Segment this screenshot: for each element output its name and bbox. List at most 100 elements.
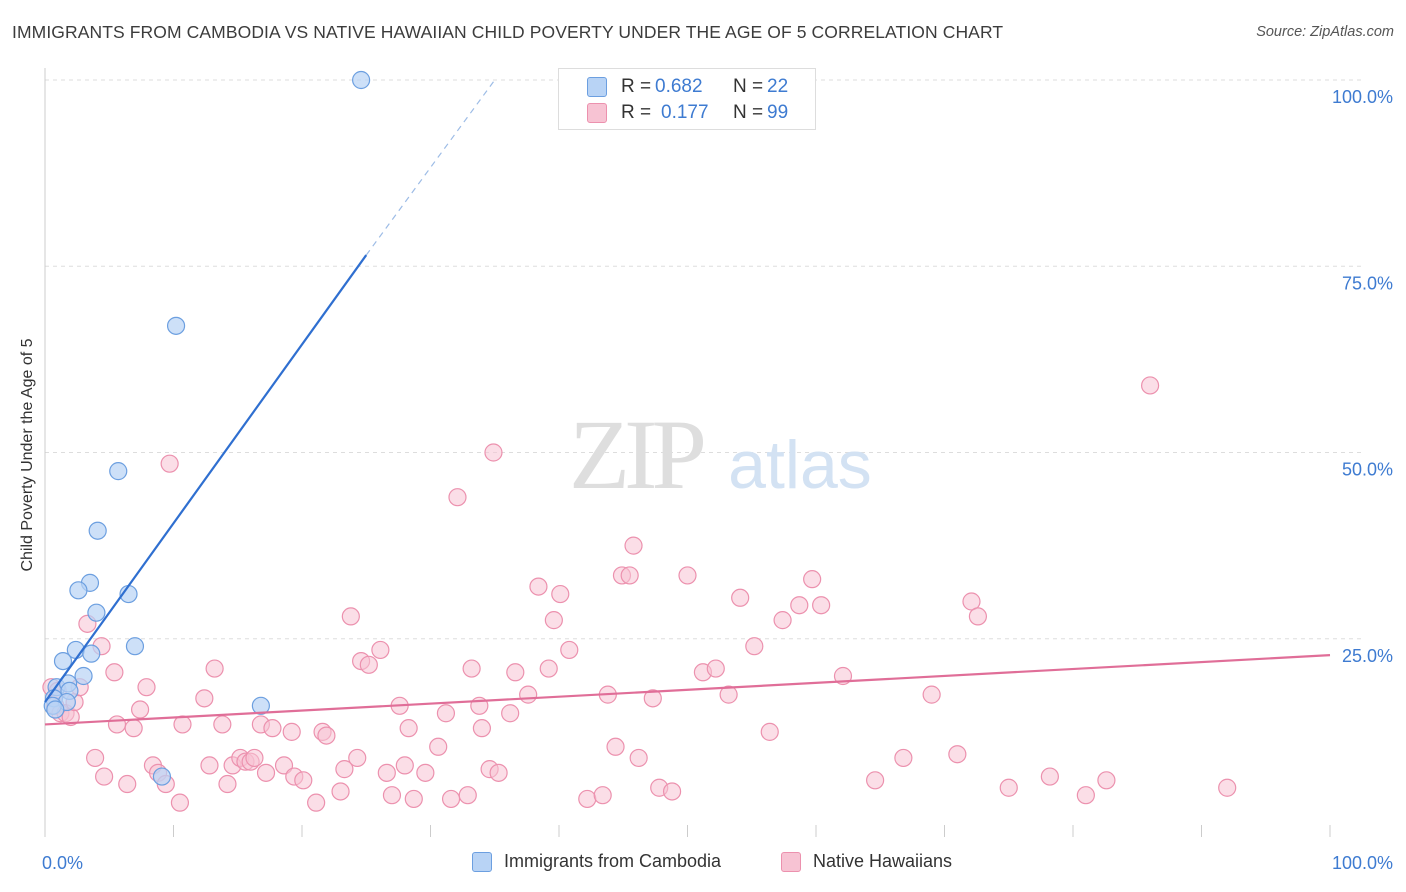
- data-point-native-hawaiians: [118, 774, 137, 794]
- data-point-native-hawaiians: [263, 719, 282, 738]
- stats-n-value: 99: [767, 102, 789, 123]
- data-point-native-hawaiians: [462, 659, 481, 678]
- data-point-native-hawaiians: [894, 748, 913, 768]
- data-point-native-hawaiians: [377, 763, 396, 782]
- data-point-native-hawaiians: [448, 488, 467, 507]
- data-point-native-hawaiians: [662, 782, 682, 801]
- data-point-native-hawaiians: [706, 659, 725, 678]
- data-point-native-hawaiians: [282, 722, 301, 741]
- data-point-native-hawaiians: [95, 767, 114, 786]
- trend-line-cambodia: [44, 254, 368, 703]
- data-point-native-hawaiians: [382, 786, 402, 805]
- stats-n-label: N =: [733, 102, 764, 123]
- data-point-native-hawaiians: [331, 782, 350, 801]
- data-point-native-hawaiians: [719, 685, 738, 704]
- data-point-native-hawaiians: [1097, 771, 1116, 790]
- data-point-native-hawaiians: [529, 577, 548, 596]
- data-point-cambodia: [87, 603, 106, 622]
- data-point-native-hawaiians: [489, 763, 508, 782]
- stats-box: R = 0.682 N = 22 R = 0.177 N = 99: [558, 68, 816, 130]
- data-point-native-hawaiians: [745, 637, 764, 656]
- data-point-cambodia: [125, 637, 145, 656]
- data-point-cambodia: [251, 696, 270, 715]
- data-point-native-hawaiians: [245, 748, 264, 768]
- data-point-cambodia: [88, 521, 107, 540]
- data-point-native-hawaiians: [256, 763, 276, 782]
- stats-r-label: R =: [621, 76, 652, 97]
- y-axis-label: Child Poverty Under the Age of 5: [19, 338, 36, 572]
- data-point-native-hawaiians: [416, 763, 435, 782]
- data-point-native-hawaiians: [501, 704, 520, 723]
- data-point-native-hawaiians: [348, 748, 367, 768]
- data-point-native-hawaiians: [218, 774, 237, 794]
- data-point-native-hawaiians: [173, 715, 192, 734]
- data-point-cambodia: [53, 651, 73, 671]
- data-point-native-hawaiians: [1076, 786, 1095, 805]
- data-point-native-hawaiians: [1218, 778, 1237, 797]
- data-point-cambodia: [74, 666, 93, 686]
- data-point-native-hawaiians: [105, 663, 124, 682]
- data-point-native-hawaiians: [578, 789, 597, 809]
- data-point-native-hawaiians: [519, 685, 538, 704]
- legend-swatch-pink: [781, 852, 801, 872]
- data-point-native-hawaiians: [205, 659, 224, 678]
- data-point-cambodia: [82, 644, 101, 663]
- legend-label: Native Hawaiians: [813, 851, 953, 871]
- data-point-native-hawaiians: [317, 726, 336, 745]
- chart-title: IMMIGRANTS FROM CAMBODIA VS NATIVE HAWAI…: [12, 22, 1004, 42]
- data-point-native-hawaiians: [731, 588, 750, 607]
- data-point-native-hawaiians: [395, 756, 414, 775]
- data-point-cambodia: [352, 70, 371, 90]
- data-point-native-hawaiians: [678, 566, 697, 585]
- data-point-native-hawaiians: [335, 760, 354, 779]
- data-point-native-hawaiians: [86, 748, 105, 768]
- data-point-native-hawaiians: [643, 689, 662, 708]
- trend-line-cambodia-extrapolated: [365, 79, 496, 256]
- data-point-cambodia: [46, 700, 65, 719]
- data-point-native-hawaiians: [137, 678, 156, 697]
- data-point-native-hawaiians: [436, 704, 456, 723]
- data-point-cambodia: [166, 316, 186, 335]
- data-point-native-hawaiians: [539, 659, 558, 678]
- data-point-native-hawaiians: [170, 793, 190, 812]
- data-point-native-hawaiians: [968, 607, 988, 626]
- data-point-native-hawaiians: [472, 719, 491, 738]
- trend-lines: [44, 79, 1331, 726]
- y-tick-label: 25.0%: [1342, 646, 1393, 666]
- tick-labels: 25.0% 50.0% 75.0% 100.0% 0.0% 100.0%: [42, 87, 1393, 873]
- data-point-native-hawaiians: [999, 778, 1018, 797]
- x-tick-label: 100.0%: [1332, 853, 1393, 873]
- data-point-native-hawaiians: [429, 737, 448, 756]
- series-immigrants-cambodia: [43, 70, 371, 786]
- data-point-native-hawaiians: [213, 715, 232, 734]
- data-point-native-hawaiians: [624, 536, 643, 555]
- data-point-cambodia: [109, 462, 128, 481]
- trend-line-native-hawaiians: [44, 654, 1331, 726]
- data-point-native-hawaiians: [760, 722, 779, 741]
- watermark-zip: ZIP: [569, 399, 703, 510]
- series-native-hawaiians: [42, 376, 1237, 812]
- x-tick-label: 0.0%: [42, 853, 83, 873]
- data-point-native-hawaiians: [130, 700, 150, 719]
- stats-r-value: 0.682: [655, 76, 703, 97]
- data-point-native-hawaiians: [803, 570, 822, 589]
- gridlines: [45, 79, 1365, 640]
- data-point-native-hawaiians: [294, 771, 313, 790]
- data-point-native-hawaiians: [307, 793, 326, 812]
- data-point-native-hawaiians: [606, 737, 625, 756]
- stats-r-label: R =: [621, 102, 652, 123]
- data-point-native-hawaiians: [922, 685, 941, 704]
- legend-label: Immigrants from Cambodia: [504, 851, 722, 871]
- data-point-native-hawaiians: [371, 640, 390, 660]
- stats-swatch-blue: [587, 77, 607, 97]
- data-point-native-hawaiians: [404, 789, 423, 809]
- data-point-native-hawaiians: [866, 771, 885, 790]
- watermark: ZIP atlas: [569, 399, 872, 510]
- data-point-native-hawaiians: [107, 715, 127, 734]
- data-point-native-hawaiians: [773, 611, 792, 630]
- stats-r-value: 0.177: [661, 102, 709, 123]
- data-point-native-hawaiians: [341, 607, 360, 626]
- data-point-native-hawaiians: [948, 745, 967, 764]
- data-point-native-hawaiians: [544, 611, 563, 630]
